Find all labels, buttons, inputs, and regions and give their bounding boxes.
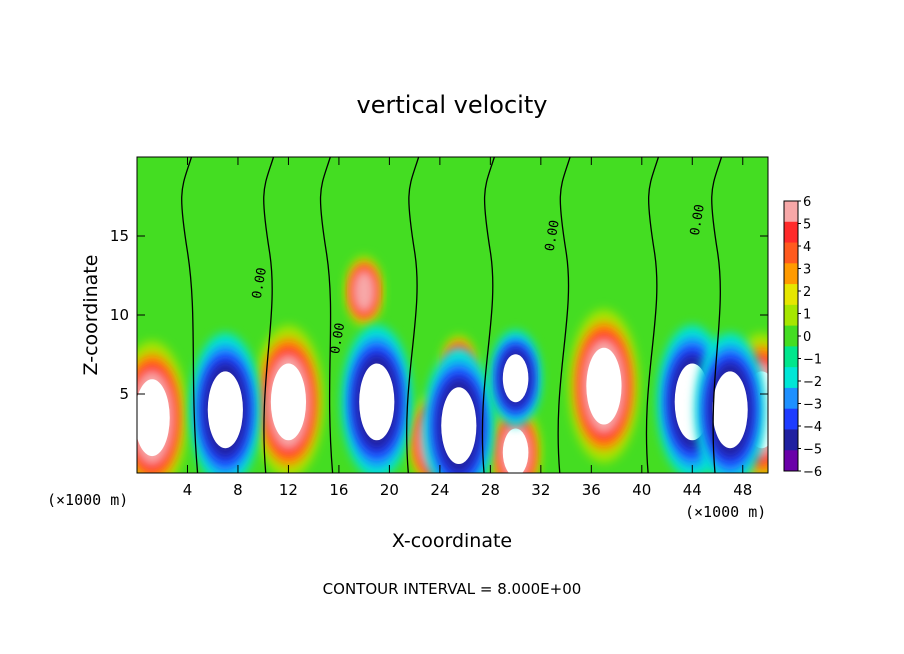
colorbar-tick-label-7: −1 <box>803 353 822 368</box>
colorbar-tick-label-9: −3 <box>803 398 822 413</box>
downdraft-1-core <box>359 363 395 441</box>
contour-label-2: 0.00 <box>543 219 563 252</box>
colorbar-tick-label-3: 3 <box>803 263 811 278</box>
colorbar-tick-label-4: 2 <box>803 285 811 300</box>
colorbar-tick-label-2: 4 <box>803 240 811 255</box>
x-tick-label-4: 20 <box>380 481 399 499</box>
updraft-7 <box>344 256 384 327</box>
downdraft-1 <box>341 325 412 473</box>
x-unit-right: (×1000 m) <box>685 503 766 521</box>
colorbar-swatch-0 <box>784 201 798 223</box>
colorbar-tick-label-10: −4 <box>803 420 822 435</box>
downdraft-2-core <box>441 387 477 464</box>
downdraft-3 <box>489 330 542 427</box>
updraft-2 <box>568 309 640 463</box>
zero-contour-3 <box>406 157 420 473</box>
updraft-0 <box>137 340 188 473</box>
updraft-1-core <box>270 363 307 441</box>
colorbar-swatch-1 <box>784 221 798 244</box>
x-tick-label-9: 40 <box>632 481 651 499</box>
field-blobs <box>137 256 768 473</box>
colorbar-swatch-8 <box>784 367 798 389</box>
updraft-1 <box>253 325 324 473</box>
contour-label-1: 0.00 <box>328 322 348 355</box>
colorbar-swatch-6 <box>784 325 798 347</box>
updraft-2-core <box>586 347 622 425</box>
updraft-7-ring-3 <box>352 269 377 314</box>
zero-contour-2 <box>319 157 334 473</box>
contour-interval-footer: CONTOUR INTERVAL = 8.000E+00 <box>323 580 582 598</box>
y-tick-label-0: 5 <box>119 385 129 403</box>
x-tick-label-6: 28 <box>481 481 500 499</box>
x-tick-label-11: 48 <box>733 481 752 499</box>
x-tick-label-10: 44 <box>683 481 702 499</box>
plot-area <box>137 157 768 473</box>
x-tick-label-3: 16 <box>329 481 348 499</box>
colorbar-tick-label-12: −6 <box>803 465 822 480</box>
colorbar-swatch-10 <box>784 408 798 430</box>
zero-contour-7 <box>711 157 723 473</box>
colorbar-swatch-12 <box>784 450 798 472</box>
downdraft-2 <box>423 348 494 473</box>
colorbar-tick-label-0: 6 <box>803 195 811 210</box>
colorbar-swatch-7 <box>784 346 798 368</box>
colorbar-swatch-11 <box>784 429 798 451</box>
x-axis-label: X-coordinate <box>392 530 512 552</box>
zero-contour-4 <box>481 157 495 473</box>
updraft-0-core <box>137 379 170 457</box>
x-tick-label-5: 24 <box>430 481 449 499</box>
colorbar-swatch-9 <box>784 387 798 410</box>
zero-contour-5 <box>557 157 571 473</box>
x-tick-label-2: 12 <box>279 481 298 499</box>
y-tick-label-2: 15 <box>110 227 129 245</box>
contour-label-group: 0.00 0.00 0.00 0.00 <box>250 203 708 355</box>
colorbar-tick-label-1: 5 <box>803 218 811 233</box>
updraft-3-core <box>502 428 529 473</box>
colorbar-swatch-2 <box>784 242 798 264</box>
updraft-3 <box>490 404 542 473</box>
downdraft-5-core <box>712 371 748 449</box>
y-axis-label: Z-coordinate <box>80 255 102 376</box>
chart-title: vertical velocity <box>357 91 548 119</box>
x-tick-label-1: 8 <box>233 481 243 499</box>
zero-contour-1 <box>263 157 275 473</box>
colorbar-swatch-3 <box>784 263 798 285</box>
downdraft-3-core <box>502 354 529 403</box>
colorbar-tick-label-11: −5 <box>803 443 822 458</box>
contour-lines <box>181 157 723 473</box>
downdraft-5 <box>694 333 766 473</box>
downdraft-0 <box>190 333 261 473</box>
downdraft-0-core <box>207 371 243 449</box>
zero-contour-0 <box>181 157 199 473</box>
colorbar-tick-label-5: 1 <box>803 308 811 323</box>
x-tick-label-8: 36 <box>582 481 601 499</box>
x-unit-left: (×1000 m) <box>47 491 128 509</box>
contour-label-3: 0.00 <box>688 203 708 236</box>
contour-label-0: 0.00 <box>250 266 270 299</box>
colorbar: 6 5 4 3 2 1 0 −1 −2 −3 −4 −5 −6 <box>783 195 822 480</box>
colorbar-swatch-4 <box>784 284 798 306</box>
colorbar-tick-label-6: 0 <box>803 330 811 345</box>
x-tick-label-7: 32 <box>531 481 550 499</box>
colorbar-tick-label-8: −2 <box>803 375 822 390</box>
y-tick-label-1: 10 <box>110 306 129 324</box>
colorbar-swatch-5 <box>784 304 798 327</box>
x-tick-label-0: 4 <box>183 481 193 499</box>
zero-contour-6 <box>645 157 660 473</box>
